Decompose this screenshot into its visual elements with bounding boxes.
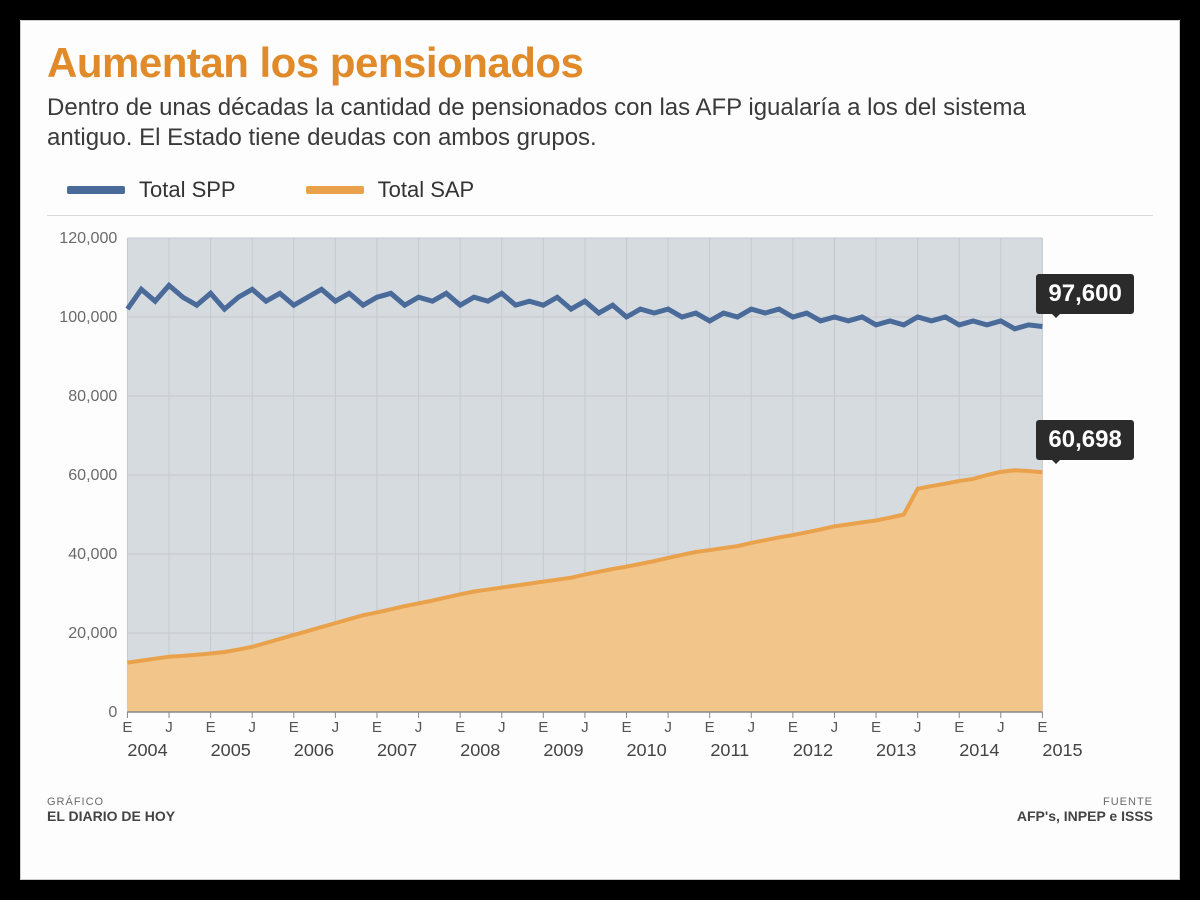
svg-text:E: E	[788, 719, 798, 736]
svg-text:2012: 2012	[793, 740, 833, 760]
legend-label-spp: Total SPP	[139, 177, 236, 203]
legend-swatch-spp	[67, 186, 125, 194]
callout-sap: 60,698	[1036, 420, 1133, 460]
svg-text:E: E	[455, 719, 465, 736]
chart-footer: GRÁFICO EL DIARIO DE HOY FUENTE AFP's, I…	[47, 796, 1153, 824]
svg-text:2011: 2011	[710, 740, 749, 760]
svg-text:2006: 2006	[294, 740, 334, 760]
svg-text:E: E	[621, 719, 631, 736]
svg-text:J: J	[332, 719, 340, 736]
svg-text:2009: 2009	[543, 740, 583, 760]
svg-text:2015: 2015	[1042, 740, 1082, 760]
chart-title: Aumentan los pensionados	[47, 39, 1153, 87]
footer-left-label: GRÁFICO	[47, 796, 175, 808]
svg-text:2013: 2013	[876, 740, 916, 760]
chart-area: 0 20,000 40,000 60,000 80,000 100,000 120,000 E…	[47, 222, 1153, 782]
svg-text:2004: 2004	[127, 740, 167, 760]
footer-right-value: AFP's, INPEP e ISSS	[1017, 808, 1153, 824]
legend-item-spp: Total SPP	[67, 177, 236, 203]
svg-text:0: 0	[108, 703, 117, 721]
legend-item-sap: Total SAP	[306, 177, 475, 203]
svg-text:E: E	[705, 719, 715, 736]
svg-text:20,000: 20,000	[68, 624, 117, 642]
svg-text:E: E	[122, 719, 132, 736]
svg-text:E: E	[954, 719, 964, 736]
svg-text:2008: 2008	[460, 740, 500, 760]
callout-spp: 97,600	[1036, 274, 1133, 314]
svg-text:J: J	[831, 719, 839, 736]
svg-text:E: E	[871, 719, 881, 736]
svg-text:J: J	[248, 719, 256, 736]
svg-text:E: E	[372, 719, 382, 736]
svg-text:J: J	[664, 719, 672, 736]
chart-subtitle: Dentro de unas décadas la cantidad de pe…	[47, 93, 1097, 153]
svg-text:E: E	[538, 719, 548, 736]
legend-swatch-sap	[306, 186, 364, 194]
svg-text:J: J	[415, 719, 423, 736]
legend: Total SPP Total SAP	[47, 171, 1153, 216]
svg-text:60,000: 60,000	[68, 466, 117, 484]
footer-right-label: FUENTE	[1017, 796, 1153, 808]
svg-text:120,000: 120,000	[59, 229, 117, 247]
svg-text:40,000: 40,000	[68, 545, 117, 563]
svg-text:100,000: 100,000	[59, 308, 117, 326]
svg-text:2010: 2010	[626, 740, 666, 760]
footer-left: GRÁFICO EL DIARIO DE HOY	[47, 796, 175, 824]
svg-text:J: J	[997, 719, 1005, 736]
legend-label-sap: Total SAP	[378, 177, 475, 203]
svg-text:E: E	[206, 719, 216, 736]
svg-text:2005: 2005	[211, 740, 251, 760]
svg-text:80,000: 80,000	[68, 387, 117, 405]
chart-card: Aumentan los pensionados Dentro de unas …	[20, 20, 1180, 880]
svg-text:J: J	[914, 719, 922, 736]
svg-text:2014: 2014	[959, 740, 999, 760]
svg-text:J: J	[165, 719, 173, 736]
svg-text:J: J	[581, 719, 589, 736]
footer-right: FUENTE AFP's, INPEP e ISSS	[1017, 796, 1153, 824]
svg-text:J: J	[748, 719, 756, 736]
chart-svg: 0 20,000 40,000 60,000 80,000 100,000 120,000 E…	[47, 222, 1153, 782]
svg-text:J: J	[498, 719, 506, 736]
svg-text:E: E	[289, 719, 299, 736]
svg-text:E: E	[1037, 719, 1047, 736]
svg-text:2007: 2007	[377, 740, 417, 760]
footer-left-value: EL DIARIO DE HOY	[47, 808, 175, 824]
